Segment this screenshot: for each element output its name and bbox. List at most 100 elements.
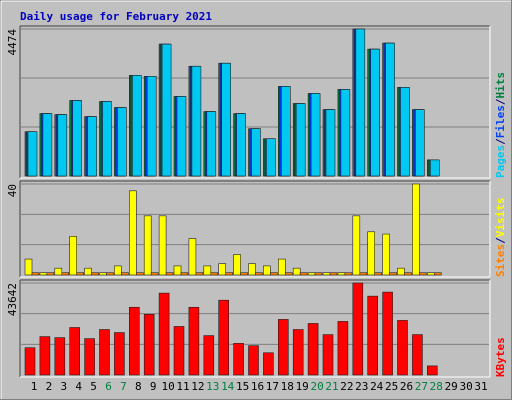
bar xyxy=(39,272,48,276)
bar xyxy=(165,272,174,276)
x-tick-label: 5 xyxy=(90,380,97,393)
bar xyxy=(173,326,185,376)
bar xyxy=(180,272,189,276)
bar xyxy=(31,272,40,276)
bar xyxy=(161,43,172,177)
bar xyxy=(397,267,405,276)
legend-entry: Sites xyxy=(494,244,507,277)
x-tick-label: 13 xyxy=(206,380,219,393)
x-tick-label: 23 xyxy=(355,380,368,393)
bar xyxy=(132,75,142,177)
bar xyxy=(370,48,381,177)
x-tick-label: 4 xyxy=(75,380,82,393)
legend-separator: / xyxy=(494,98,507,105)
x-tick-label: 26 xyxy=(400,380,413,393)
bar xyxy=(24,347,36,376)
bar xyxy=(389,272,397,276)
x-tick-label: 22 xyxy=(340,380,353,393)
bar xyxy=(385,42,395,177)
bar xyxy=(57,114,68,177)
bar xyxy=(210,272,219,276)
x-tick-label: 6 xyxy=(105,380,112,393)
x-tick-label: 7 xyxy=(120,380,127,393)
bar xyxy=(400,87,410,177)
bar xyxy=(129,306,140,376)
bar xyxy=(310,93,321,177)
x-tick-label: 27 xyxy=(415,380,428,393)
bar xyxy=(218,263,226,276)
bar xyxy=(114,265,122,276)
bar xyxy=(322,272,331,276)
bar xyxy=(61,272,70,276)
bar xyxy=(251,128,261,177)
bar xyxy=(146,76,157,177)
x-tick-label: 21 xyxy=(325,380,338,393)
bar xyxy=(263,265,271,276)
bar xyxy=(352,215,361,276)
bar xyxy=(404,272,412,276)
bar xyxy=(39,336,51,376)
x-tick-label: 14 xyxy=(221,380,235,393)
bar xyxy=(429,159,440,177)
legend: Sites/Visits xyxy=(494,198,507,278)
y-tick-label: 4474 xyxy=(6,29,19,56)
bar xyxy=(415,109,425,177)
legend: KBytes xyxy=(494,337,507,377)
bar xyxy=(374,272,383,276)
x-tick-label: 17 xyxy=(266,380,279,393)
bar xyxy=(233,254,241,276)
bar xyxy=(307,272,316,276)
bar xyxy=(91,272,99,276)
bar xyxy=(143,215,152,276)
bar xyxy=(69,236,77,276)
bar xyxy=(84,267,92,276)
bar xyxy=(206,111,217,177)
bar xyxy=(225,272,233,276)
x-tick-label: 8 xyxy=(135,380,142,393)
bar xyxy=(150,272,159,276)
bar xyxy=(42,113,53,177)
bar xyxy=(248,345,259,376)
bar xyxy=(284,272,293,276)
bar xyxy=(203,265,212,276)
x-tick-label: 28 xyxy=(430,380,443,393)
bar xyxy=(367,231,376,276)
x-tick-label: 18 xyxy=(281,380,294,393)
chart-title: Daily usage for February 2021 xyxy=(20,10,212,23)
bar xyxy=(344,272,353,276)
x-tick-label: 31 xyxy=(474,380,487,393)
x-tick-label: 20 xyxy=(310,380,323,393)
bar xyxy=(158,292,170,376)
y-tick-label: 40 xyxy=(6,184,19,197)
bar xyxy=(87,116,97,177)
bar xyxy=(158,215,167,276)
bar xyxy=(99,329,110,376)
x-tick-label: 3 xyxy=(60,380,67,393)
bar xyxy=(218,299,229,376)
bar xyxy=(143,314,155,376)
bar xyxy=(54,337,66,376)
bar xyxy=(248,263,256,276)
bar xyxy=(27,131,38,177)
bar xyxy=(136,272,144,276)
x-tick-label: 2 xyxy=(46,380,53,393)
y-tick-label: 43642 xyxy=(6,283,19,316)
bar xyxy=(325,109,336,177)
bar xyxy=(412,334,423,376)
bar xyxy=(352,282,364,376)
bar xyxy=(188,306,200,376)
legend-separator: / xyxy=(494,138,507,145)
bar xyxy=(121,272,129,276)
bar xyxy=(54,267,63,276)
bar xyxy=(236,113,246,177)
bar xyxy=(263,352,274,376)
bar xyxy=(277,319,289,376)
bar xyxy=(203,335,215,376)
bar xyxy=(72,100,82,177)
x-tick-label: 24 xyxy=(370,380,384,393)
bar xyxy=(46,272,55,276)
legend-entry: KBytes xyxy=(494,337,507,377)
legend-separator: / xyxy=(494,237,507,244)
bar xyxy=(195,272,204,276)
